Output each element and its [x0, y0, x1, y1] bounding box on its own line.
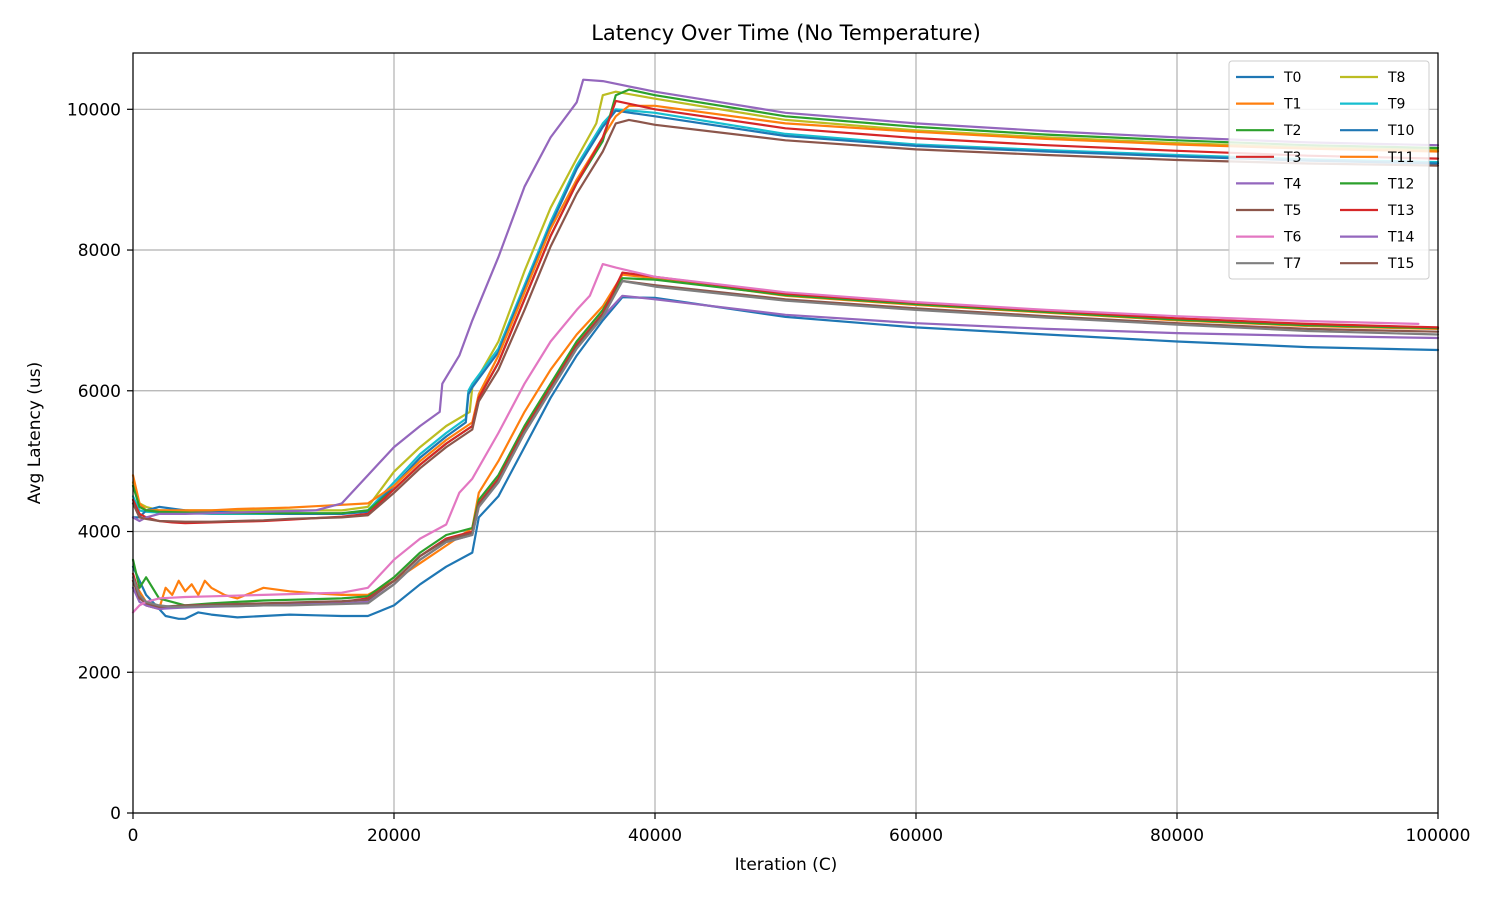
legend: T0 T1 T2 T3 T4 T5 T6 T7 T8 T9 T10 T11 T12 T13 T14 T15 [1228, 60, 1430, 280]
legend-entry-t13: T13 [1340, 203, 1414, 219]
legend-box [1228, 60, 1430, 280]
x-tick-label: 40000 [628, 826, 682, 846]
legend-label: T6 [1283, 230, 1302, 246]
legend-entry-t8: T8 [1340, 70, 1405, 86]
legend-label: T5 [1283, 203, 1301, 219]
y-tick-label: 2000 [78, 663, 121, 683]
legend-label: T15 [1387, 256, 1414, 272]
y-axis-ticks: 0 2000 4000 6000 8000 10000 [67, 100, 133, 824]
series-line-t7 [131, 279, 1440, 608]
legend-entry-t15: T15 [1340, 256, 1414, 272]
y-tick-label: 0 [110, 804, 121, 824]
y-tick-label: 10000 [67, 100, 121, 120]
legend-label: T9 [1387, 97, 1405, 113]
series-line-t15 [131, 118, 1440, 523]
legend-entry-t14: T14 [1340, 230, 1414, 246]
legend-label: T8 [1387, 70, 1405, 86]
x-tick-label: 60000 [889, 826, 943, 846]
series-line-t6 [131, 263, 1420, 614]
x-tick-label: 80000 [1150, 826, 1204, 846]
x-tick-label: 0 [128, 826, 139, 846]
legend-entry-t6: T6 [1236, 230, 1302, 246]
legend-label: T4 [1283, 176, 1302, 192]
legend-entry-t10: T10 [1340, 123, 1414, 139]
x-tick-label: 20000 [367, 826, 421, 846]
legend-entry-t11: T11 [1340, 150, 1414, 166]
legend-label: T13 [1387, 203, 1414, 219]
series-line-t10 [131, 109, 1440, 519]
legend-label: T14 [1387, 230, 1414, 246]
legend-label: T0 [1283, 70, 1301, 86]
plot-frame [132, 52, 1439, 814]
y-tick-label: 6000 [78, 382, 121, 402]
legend-label: T10 [1387, 123, 1414, 139]
series-line-t14 [131, 78, 1440, 523]
chart-title: Latency Over Time (No Temperature) [591, 21, 981, 45]
legend-label: T3 [1283, 150, 1301, 166]
legend-label: T7 [1283, 256, 1301, 272]
legend-label: T12 [1387, 176, 1414, 192]
legend-entry-t0: T0 [1236, 70, 1301, 86]
x-axis-ticks: 0 20000 40000 60000 80000 100000 [128, 813, 1471, 846]
legend-entry-t4: T4 [1236, 176, 1302, 192]
legend-entry-t12: T12 [1340, 176, 1414, 192]
legend-label: T11 [1387, 150, 1414, 166]
legend-entry-t3: T3 [1236, 150, 1301, 166]
y-tick-label: 4000 [78, 523, 121, 543]
y-tick-label: 8000 [78, 241, 121, 261]
legend-entry-t9: T9 [1340, 97, 1405, 113]
legend-entry-t2: T2 [1236, 123, 1301, 139]
legend-entry-t7: T7 [1236, 256, 1301, 272]
series-line-t5 [131, 279, 1440, 608]
series-line-t13 [131, 99, 1440, 525]
y-axis-label: Avg Latency (us) [25, 362, 45, 504]
legend-label: T1 [1283, 97, 1301, 113]
x-axis-label: Iteration (C) [735, 855, 838, 875]
series-layer [131, 78, 1440, 620]
legend-label: T2 [1283, 123, 1301, 139]
x-tick-label: 100000 [1406, 826, 1471, 846]
legend-entry-t5: T5 [1236, 203, 1301, 219]
legend-entry-t1: T1 [1236, 97, 1301, 113]
